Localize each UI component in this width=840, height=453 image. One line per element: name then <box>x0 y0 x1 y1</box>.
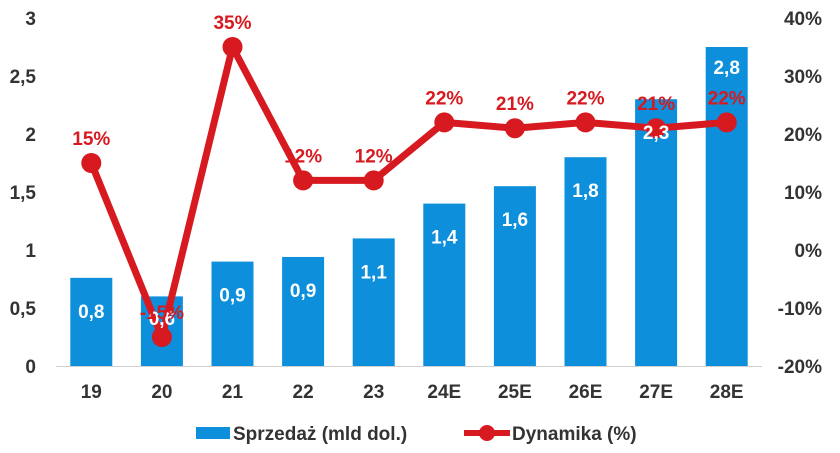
dynamics-marker <box>646 118 667 139</box>
dynamics-value-label: -15% <box>140 303 184 324</box>
left-axis-tick-label: 1,5 <box>10 183 37 204</box>
left-axis-tick-label: 1 <box>25 241 36 262</box>
dynamics-marker <box>81 153 102 173</box>
x-axis-tick-label: 28E <box>710 382 744 403</box>
x-axis-tick-label: 21 <box>222 382 244 403</box>
right-y-axis: -20% -10% 0% 10% 20% 30% 40% <box>778 9 822 378</box>
x-axis-tick-label: 27E <box>639 382 673 403</box>
left-axis-tick-label: 2 <box>25 125 36 146</box>
sales-bar <box>70 277 113 366</box>
x-axis-tick-label: 19 <box>81 382 102 403</box>
x-axis-tick-label: 25E <box>498 382 532 403</box>
right-axis-tick-label: 20% <box>784 125 822 146</box>
legend-label-sales: Sprzedaż (mld dol.) <box>233 424 407 445</box>
legend-swatch-sales <box>196 427 230 439</box>
legend-swatch-dynamics-marker <box>479 425 495 441</box>
x-axis-tick-label: 22 <box>293 382 314 403</box>
dynamics-value-label: 12% <box>355 146 393 167</box>
sales-bar-value-label: 1,8 <box>572 181 598 202</box>
left-y-axis: 0 0,5 1 1,5 2 2,5 3 <box>10 9 37 378</box>
dynamics-marker <box>575 112 596 133</box>
sales-bar-value-label: 1,4 <box>431 228 458 249</box>
dynamics-value-label: 35% <box>213 13 251 34</box>
dynamics-value-label: 22% <box>708 88 746 109</box>
bar-value-labels: 0,8 0,6 0,9 0,9 1,1 1,4 1,6 1,8 2,3 2,8 <box>78 58 740 330</box>
dynamics-line-series <box>81 37 737 347</box>
right-axis-tick-label: 0% <box>795 241 823 262</box>
sales-bar-value-label: 1,1 <box>360 262 387 283</box>
dynamics-marker <box>363 170 384 191</box>
sales-bar-value-label: 1,6 <box>502 210 528 231</box>
dynamics-value-label: 21% <box>496 94 534 115</box>
sales-bar-value-label: 0,6 <box>149 309 175 330</box>
x-axis-tick-label: 24E <box>427 382 461 403</box>
sales-bar <box>635 99 678 366</box>
left-axis-tick-label: 0,5 <box>10 299 37 320</box>
sales-bars <box>70 47 748 366</box>
dynamics-marker <box>293 170 314 191</box>
sales-bar-value-label: 2,3 <box>643 123 669 144</box>
dynamics-marker <box>504 118 525 139</box>
right-axis-tick-label: -20% <box>778 357 822 378</box>
left-axis-tick-label: 0 <box>25 357 36 378</box>
sales-bar-value-label: 0,9 <box>290 281 316 302</box>
sales-bar <box>211 261 254 366</box>
line-value-labels: 15% -15% 35% 12% 12% 22% 21% 22% 21% 22% <box>72 13 746 324</box>
x-axis-tick-label: 26E <box>569 382 603 403</box>
sales-bar-value-label: 2,8 <box>713 58 739 79</box>
dynamics-marker <box>151 327 172 347</box>
dynamics-marker <box>434 112 455 133</box>
dynamics-value-label: 15% <box>72 129 110 150</box>
dynamics-value-label: 12% <box>284 146 322 167</box>
sales-bar <box>423 203 466 366</box>
dynamics-value-label: 22% <box>566 88 604 109</box>
left-axis-tick-label: 3 <box>25 9 36 30</box>
sales-bar-value-label: 0,9 <box>219 286 245 307</box>
dynamics-line <box>88 43 727 341</box>
sales-bar <box>493 186 536 366</box>
sales-bar <box>564 157 607 366</box>
x-axis: 19 20 21 22 23 24E 25E 26E 27E 28E <box>81 382 744 403</box>
right-axis-tick-label: 40% <box>784 9 822 30</box>
sales-bar <box>705 47 748 366</box>
right-axis-tick-label: 30% <box>784 67 822 88</box>
dynamics-value-label: 21% <box>637 94 675 115</box>
left-axis-tick-label: 2,5 <box>10 67 37 88</box>
x-axis-tick-label: 23 <box>363 382 384 403</box>
x-axis-tick-label: 20 <box>151 382 172 403</box>
dynamics-marker <box>716 112 737 133</box>
dynamics-marker <box>222 37 243 57</box>
legend-label-dynamics: Dynamika (%) <box>512 424 637 445</box>
right-axis-tick-label: 10% <box>784 183 822 204</box>
sales-bar <box>352 238 395 366</box>
right-axis-tick-label: -10% <box>778 299 822 320</box>
sales-bar <box>282 256 325 366</box>
legend: Sprzedaż (mld dol.) Dynamika (%) <box>196 424 637 445</box>
dynamics-value-label: 22% <box>425 88 463 109</box>
sales-bar-value-label: 0,8 <box>78 302 104 323</box>
